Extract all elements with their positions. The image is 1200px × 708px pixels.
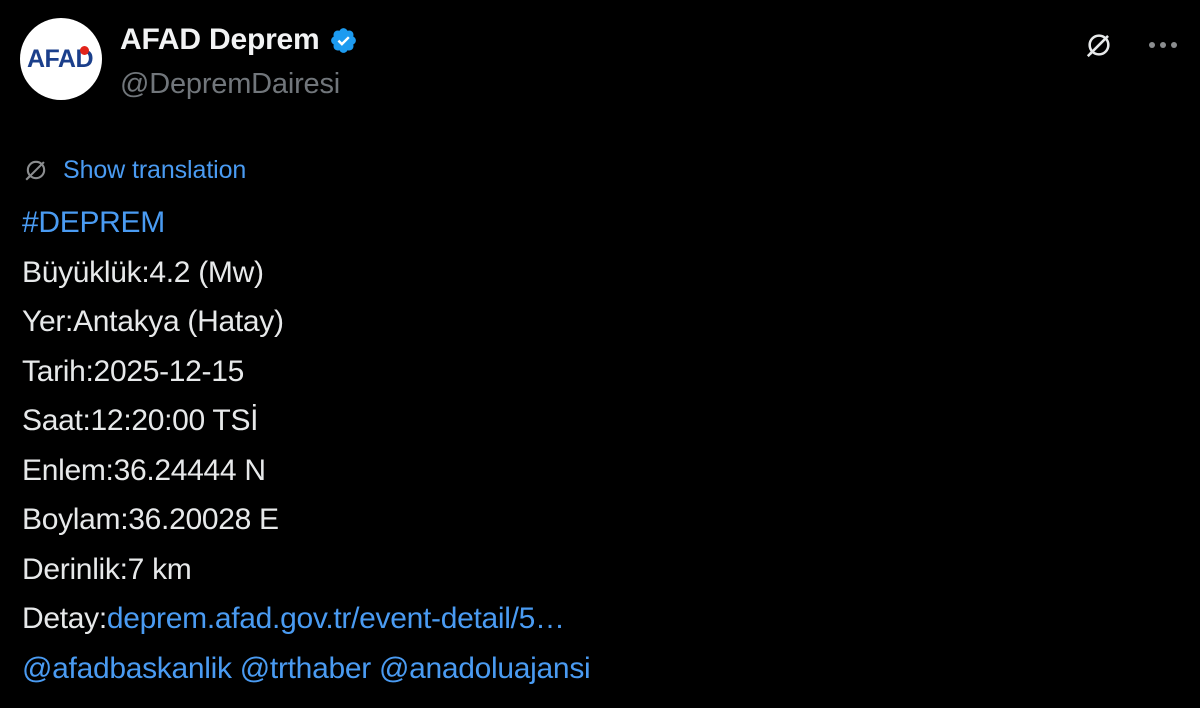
tweet-line: Tarih:2025-12-15 (22, 347, 1180, 397)
spacer (371, 652, 379, 685)
tweet-header: AFAD AFAD Deprem @DepremDairesi (20, 18, 1180, 114)
tweet-line: #DEPREM (22, 198, 1180, 248)
tweet-line: Enlem:36.24444 N (22, 446, 1180, 496)
tweet-line: Detay:deprem.afad.gov.tr/event-detail/5… (22, 594, 1180, 644)
detail-url-link[interactable]: deprem.afad.gov.tr/event-detail/5… (106, 602, 565, 635)
grok-action-button[interactable] (1082, 28, 1116, 62)
location-line: Yer:Antakya (Hatay) (22, 305, 284, 338)
detail-label: Detay: (22, 602, 107, 635)
grok-icon (25, 160, 46, 181)
mention-trthaber[interactable]: @trthaber (239, 651, 371, 685)
more-dots-icon (1160, 42, 1166, 48)
display-name-row: AFAD Deprem (120, 20, 358, 60)
tweet-text-body: #DEPREM Büyüklük:4.2 (Mw) Yer:Antakya (Hat… (22, 198, 1180, 693)
display-name[interactable]: AFAD Deprem (120, 23, 320, 56)
avatar[interactable]: AFAD (20, 18, 102, 100)
more-dots-icon (1149, 42, 1155, 48)
more-dots-icon (1171, 42, 1177, 48)
tweet-line: Büyüklük:4.2 (Mw) (22, 248, 1180, 298)
author-name-block: AFAD Deprem @DepremDairesi (120, 18, 358, 99)
tweet-line: Derinlik:7 km (22, 545, 1180, 595)
verified-badge-icon (330, 27, 356, 53)
mention-anadoluajansi[interactable]: @anadoluajansi (378, 651, 591, 685)
grok-icon (1086, 34, 1110, 58)
date-line: Tarih:2025-12-15 (22, 354, 245, 388)
magnitude-line: Büyüklük:4.2 (Mw) (22, 255, 264, 289)
more-options-button[interactable] (1146, 28, 1180, 62)
tweet-line: Saat:12:20:00 TSİ (22, 396, 1180, 446)
header-actions (1082, 28, 1180, 62)
longitude-line: Boylam:36.20028 E (22, 503, 279, 536)
author-handle[interactable]: @DepremDairesi (120, 68, 341, 100)
mention-afadbaskanlik[interactable]: @afadbaskanlik (22, 651, 232, 685)
latitude-line: Enlem:36.24444 N (22, 453, 266, 487)
tweet-line: @afadbaskanlik @trthaber @anadoluajansi (22, 644, 1180, 694)
tweet-line: Yer:Antakya (Hatay) (22, 297, 1180, 347)
time-line: Saat:12:20:00 TSİ (22, 404, 259, 437)
tweet-line: Boylam:36.20028 E (22, 495, 1180, 545)
show-translation-button[interactable]: Show translation (22, 154, 246, 186)
hashtag-deprem[interactable]: #DEPREM (22, 206, 165, 239)
depth-line: Derinlik:7 km (22, 552, 192, 586)
avatar-red-dot-icon (80, 46, 89, 55)
show-translation-label: Show translation (63, 155, 247, 184)
spacer (232, 652, 240, 685)
